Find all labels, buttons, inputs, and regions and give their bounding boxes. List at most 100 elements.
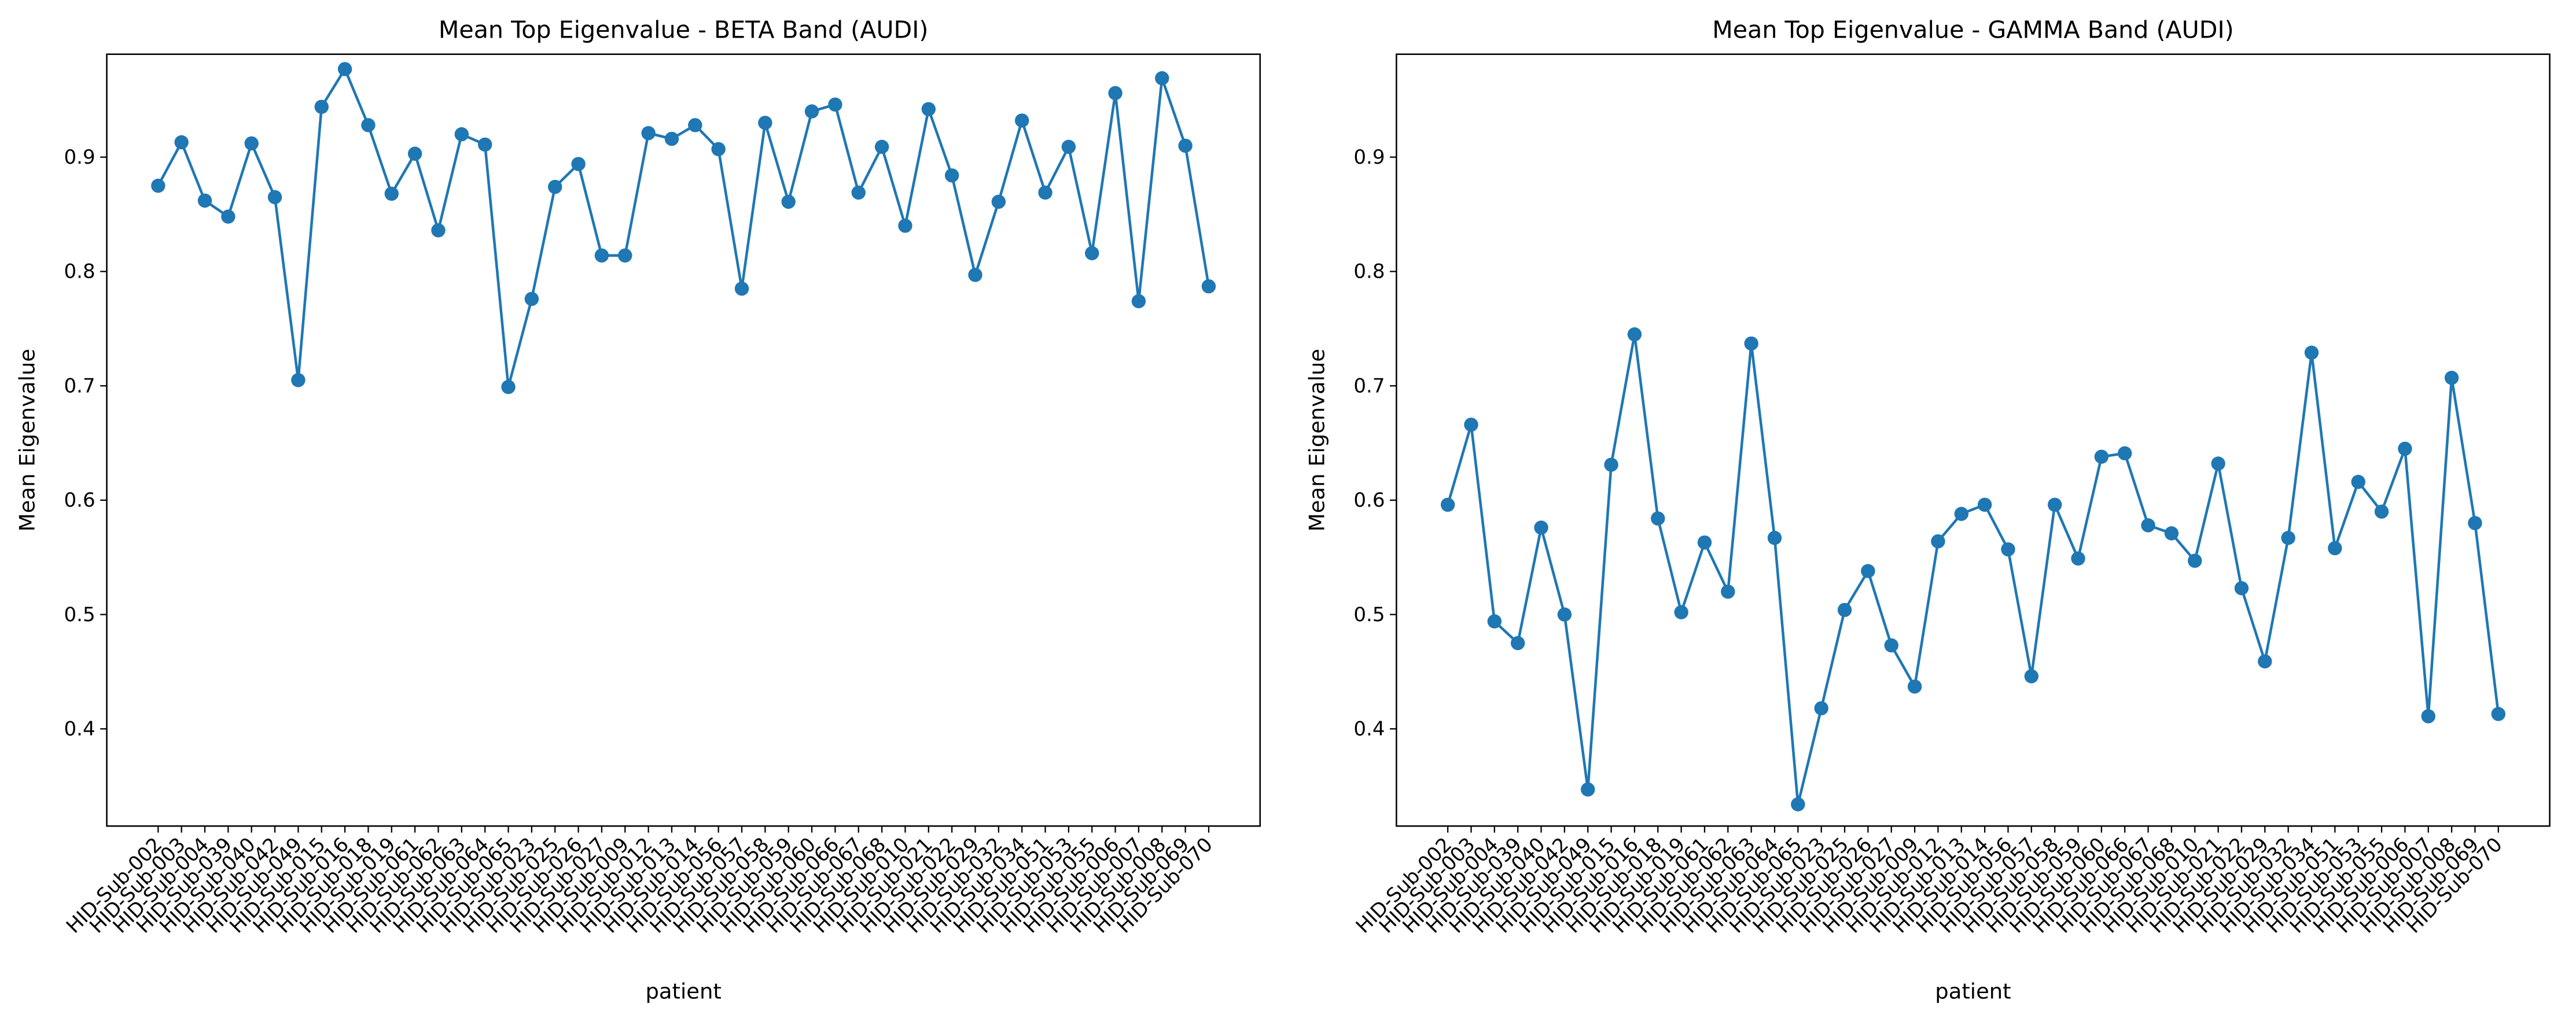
data-point	[1674, 605, 1688, 619]
data-point	[804, 104, 819, 119]
data-point	[1155, 71, 1169, 86]
data-point	[618, 248, 632, 263]
data-line	[157, 66, 1210, 388]
data-point	[291, 372, 306, 388]
y-tick-label: 0.6	[1353, 489, 1385, 512]
data-line	[1446, 334, 2500, 805]
y-tick-label: 0.8	[64, 260, 95, 283]
data-point	[1744, 336, 1758, 351]
data-point	[337, 62, 352, 76]
data-point	[1721, 584, 1735, 599]
data-point	[548, 179, 562, 194]
data-point	[244, 136, 259, 151]
data-point	[2164, 526, 2179, 541]
y-tick-label: 0.5	[64, 603, 95, 626]
x-axis-label: patient	[1935, 979, 2011, 1003]
data-point	[874, 139, 889, 154]
data-point	[1581, 782, 1595, 797]
data-point	[1464, 418, 1478, 432]
data-point	[361, 118, 376, 132]
data-point	[501, 379, 516, 394]
data-point	[1487, 614, 1502, 629]
y-tick-label: 0.9	[1353, 146, 1385, 169]
data-point	[1931, 534, 1945, 549]
chart-title: Mean Top Eigenvalue - GAMMA Band (AUDI)	[1712, 16, 2233, 43]
data-point	[1038, 185, 1053, 200]
data-point	[2281, 530, 2295, 545]
y-tick-label: 0.4	[64, 718, 95, 741]
data-point	[1510, 636, 1525, 651]
data-point	[1861, 564, 1875, 578]
data-point	[384, 186, 399, 201]
data-point	[2468, 516, 2482, 530]
data-point	[1884, 638, 1898, 653]
data-point	[851, 185, 866, 200]
axes-frame	[106, 53, 1261, 827]
data-point	[2421, 709, 2435, 724]
data-point	[314, 99, 329, 114]
data-point	[1697, 535, 1712, 550]
y-axis-label: Mean Eigenvalue	[1304, 349, 1329, 532]
data-point	[1061, 139, 1076, 154]
data-point	[1014, 113, 1029, 128]
y-axis-label: Mean Eigenvalue	[15, 349, 40, 532]
y-tick-label: 0.8	[1353, 260, 1385, 283]
data-point	[2374, 504, 2389, 519]
data-point	[944, 168, 959, 183]
data-point	[664, 131, 679, 146]
data-point	[2328, 541, 2342, 556]
data-point	[1201, 279, 1216, 294]
y-tick-label: 0.7	[1353, 374, 1385, 397]
data-point	[758, 116, 772, 130]
data-point	[828, 97, 842, 112]
data-point	[1767, 530, 1782, 545]
data-point	[2351, 474, 2365, 489]
axes-frame	[1396, 53, 2551, 827]
data-point	[594, 248, 609, 263]
data-point	[641, 126, 656, 141]
data-point	[1627, 327, 1642, 342]
data-point	[781, 194, 796, 209]
data-point	[1651, 511, 1665, 526]
data-point	[221, 209, 235, 224]
data-point	[1604, 457, 1618, 472]
data-point	[1791, 797, 1805, 811]
data-point	[2001, 542, 2015, 556]
data-point	[711, 142, 726, 157]
data-point	[2141, 518, 2155, 533]
data-point	[151, 178, 165, 193]
data-point	[2211, 456, 2225, 471]
data-point	[407, 146, 422, 161]
chart-title: Mean Top Eigenvalue - BETA Band (AUDI)	[439, 16, 929, 43]
x-axis-label: patient	[645, 979, 721, 1003]
data-point	[197, 193, 212, 208]
data-point	[2071, 551, 2085, 566]
data-point	[921, 102, 936, 116]
data-point	[2024, 669, 2039, 684]
data-point	[2094, 449, 2109, 464]
data-point	[1085, 246, 1099, 260]
data-point	[1977, 497, 1992, 512]
data-point	[2491, 707, 2506, 721]
data-point	[968, 268, 982, 282]
y-tick-label: 0.4	[1353, 718, 1385, 741]
data-point	[174, 135, 189, 150]
data-point	[267, 190, 282, 205]
data-point	[454, 127, 469, 142]
y-tick-label: 0.6	[64, 489, 95, 512]
data-point	[2047, 497, 2062, 512]
data-point	[1954, 507, 1969, 521]
data-point	[477, 137, 492, 152]
data-point	[2188, 554, 2202, 568]
data-point	[571, 157, 586, 171]
data-point	[1131, 294, 1146, 308]
data-point	[431, 223, 446, 238]
data-point	[734, 281, 749, 296]
data-point	[991, 194, 1006, 209]
data-point	[2398, 441, 2412, 456]
y-tick-label: 0.9	[64, 146, 95, 169]
data-point	[1557, 607, 1572, 622]
data-point	[2118, 446, 2132, 460]
